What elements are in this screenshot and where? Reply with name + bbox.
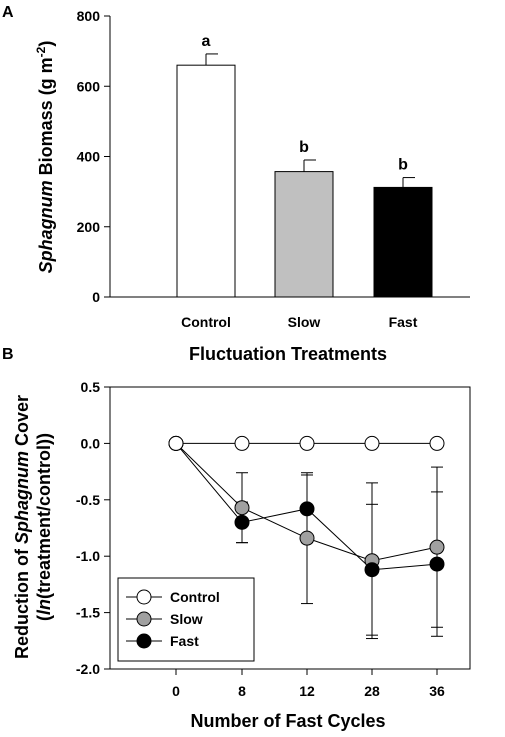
panel-b-fast-point [299,501,315,517]
panel-a-x-tick-label: Control [181,314,231,330]
panel-b-y-tick-label: -1.0 [76,548,100,564]
panel-b-y-tick-label: 0.0 [81,435,101,451]
panel-a-significance-letter: b [299,139,309,156]
panel-b-y-tick-label: -2.0 [76,661,100,677]
legend-control-label: Control [170,589,220,605]
panel-b-y-axis-label-line2: (ln(treatment/control)) [34,433,54,621]
panel-b-x-axis-label: Number of Fast Cycles [190,711,385,731]
panel-b-y-axis-label-line1: Reduction of Sphagnum Cover [12,395,32,659]
panel-a-bar-control [176,64,236,298]
panel-a-chart: 0 200 400 600 800 a Control b Slow b Fast [77,8,470,330]
panel-b-control-point [429,435,445,451]
panel-b-x-tick-label: 8 [238,683,246,699]
panel-a-x-tick-label: Fast [389,314,418,330]
panel-a-x-axis-label: Fluctuation Treatments [189,344,387,364]
panel-a-significance-letter: b [398,157,408,174]
legend-control-marker [136,589,152,605]
panel-a-significance-letter: a [202,33,211,50]
panel-a-label: A [2,4,14,21]
panel-a-y-tick-label: 800 [77,8,101,24]
panel-b-slow-point [299,530,315,546]
panel-b-x-tick-label: 28 [364,683,380,699]
legend-slow-label: Slow [170,611,203,627]
panel-a-y-axis-label: Sphagnum Biomass (g m-2) [34,41,56,274]
panel-b-slow-point [234,500,250,516]
panel-a-y-tick-label: 400 [77,149,101,165]
legend-slow-marker [136,611,152,627]
panel-b-chart: 0.5 0.0 -0.5 -1.0 -1.5 -2.0 0 8 12 28 36 [76,379,471,699]
panel-a-y-tick-label: 0 [92,289,100,305]
panel-b-slow-point [429,539,445,555]
panel-a-y-tick-label: 200 [77,219,101,235]
panel-a-bar-fast [373,186,433,298]
panel-b-control-point [299,435,315,451]
panel-b-label: B [2,346,14,363]
panel-b-y-tick-label: -0.5 [76,492,100,508]
panel-b-frame [109,386,471,670]
panel-b-fast-point [234,514,250,530]
panel-b-x-tick-label: 36 [429,683,445,699]
panel-a-bar-slow [274,171,334,298]
panel-b-legend: Control Slow Fast [117,577,255,662]
legend-fast-marker [136,633,152,649]
panel-b-control-point [234,435,250,451]
panel-b-control-point [168,435,184,451]
panel-b-control-point [364,435,380,451]
panel-b-fast-point [364,562,380,578]
panel-b-x-tick-label: 0 [172,683,180,699]
legend-fast-label: Fast [170,633,199,649]
panel-a-y-tick-label: 600 [77,78,101,94]
panel-b-y-tick-label: 0.5 [81,379,101,395]
panel-a-x-tick-label: Slow [288,314,321,330]
panel-b-x-tick-label: 12 [299,683,315,699]
panel-b-y-tick-label: -1.5 [76,605,100,621]
panel-b-fast-point [429,556,445,572]
